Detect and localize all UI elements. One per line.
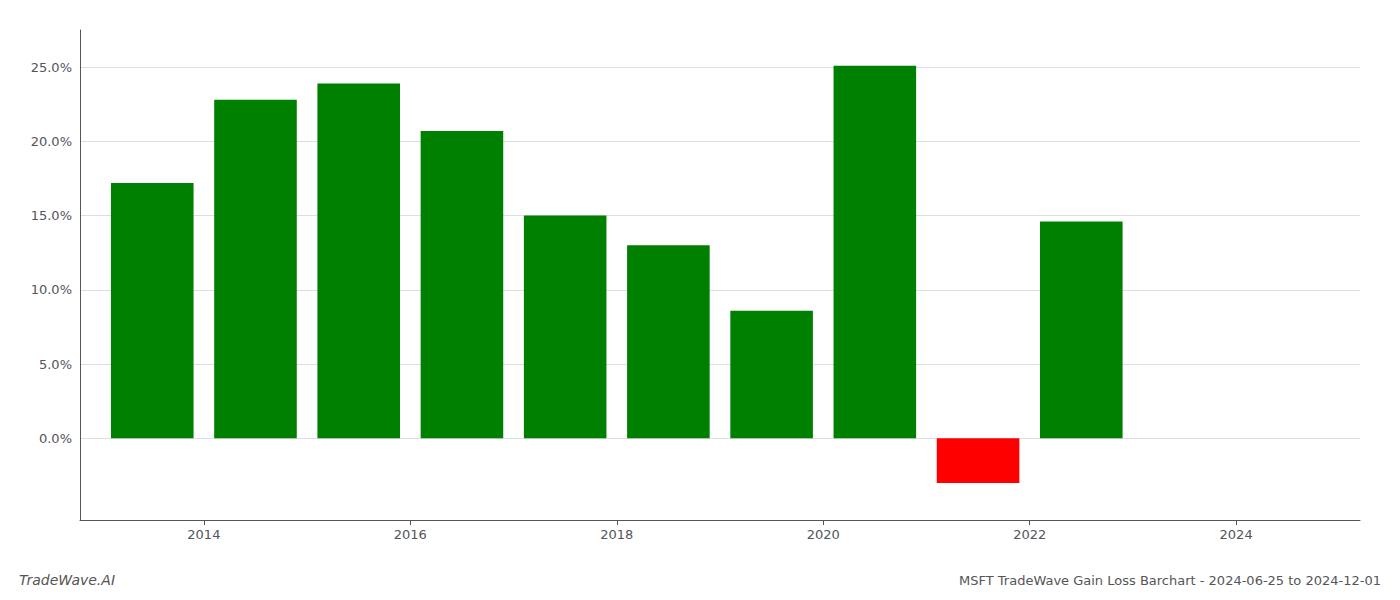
svg-text:5.0%: 5.0%: [39, 357, 72, 372]
svg-text:MSFT TradeWave Gain Loss Barch: MSFT TradeWave Gain Loss Barchart - 2024…: [959, 573, 1381, 588]
svg-text:20.0%: 20.0%: [31, 134, 72, 149]
svg-text:15.0%: 15.0%: [31, 208, 72, 223]
svg-text:2014: 2014: [187, 527, 220, 542]
svg-text:TradeWave.AI: TradeWave.AI: [19, 572, 115, 588]
svg-text:2020: 2020: [807, 527, 840, 542]
svg-text:2024: 2024: [1220, 527, 1253, 542]
svg-text:0.0%: 0.0%: [39, 431, 72, 446]
svg-text:2016: 2016: [394, 527, 427, 542]
svg-text:25.0%: 25.0%: [31, 60, 72, 75]
svg-text:2022: 2022: [1013, 527, 1046, 542]
svg-text:2018: 2018: [600, 527, 633, 542]
svg-text:10.0%: 10.0%: [31, 282, 72, 297]
